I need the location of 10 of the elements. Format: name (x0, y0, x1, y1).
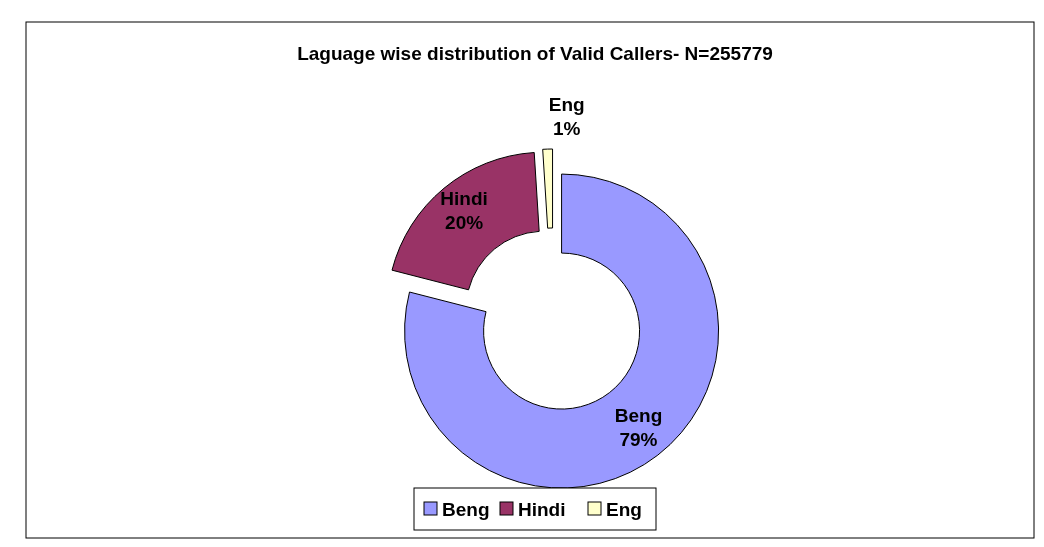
legend-label: Beng (442, 499, 490, 520)
data-label: 1% (552, 118, 581, 140)
slice-label: Hindi (440, 187, 488, 209)
legend-label: Eng (606, 499, 642, 520)
legend-label: Hindi (518, 499, 566, 520)
data-label: 79% (619, 429, 658, 451)
data-label: 20% (445, 211, 484, 233)
slice-label: Eng (548, 94, 585, 116)
slice-label: Beng (614, 405, 663, 427)
chart-title: Laguage wise distribution of Valid Callers- N=255779 (297, 43, 773, 64)
